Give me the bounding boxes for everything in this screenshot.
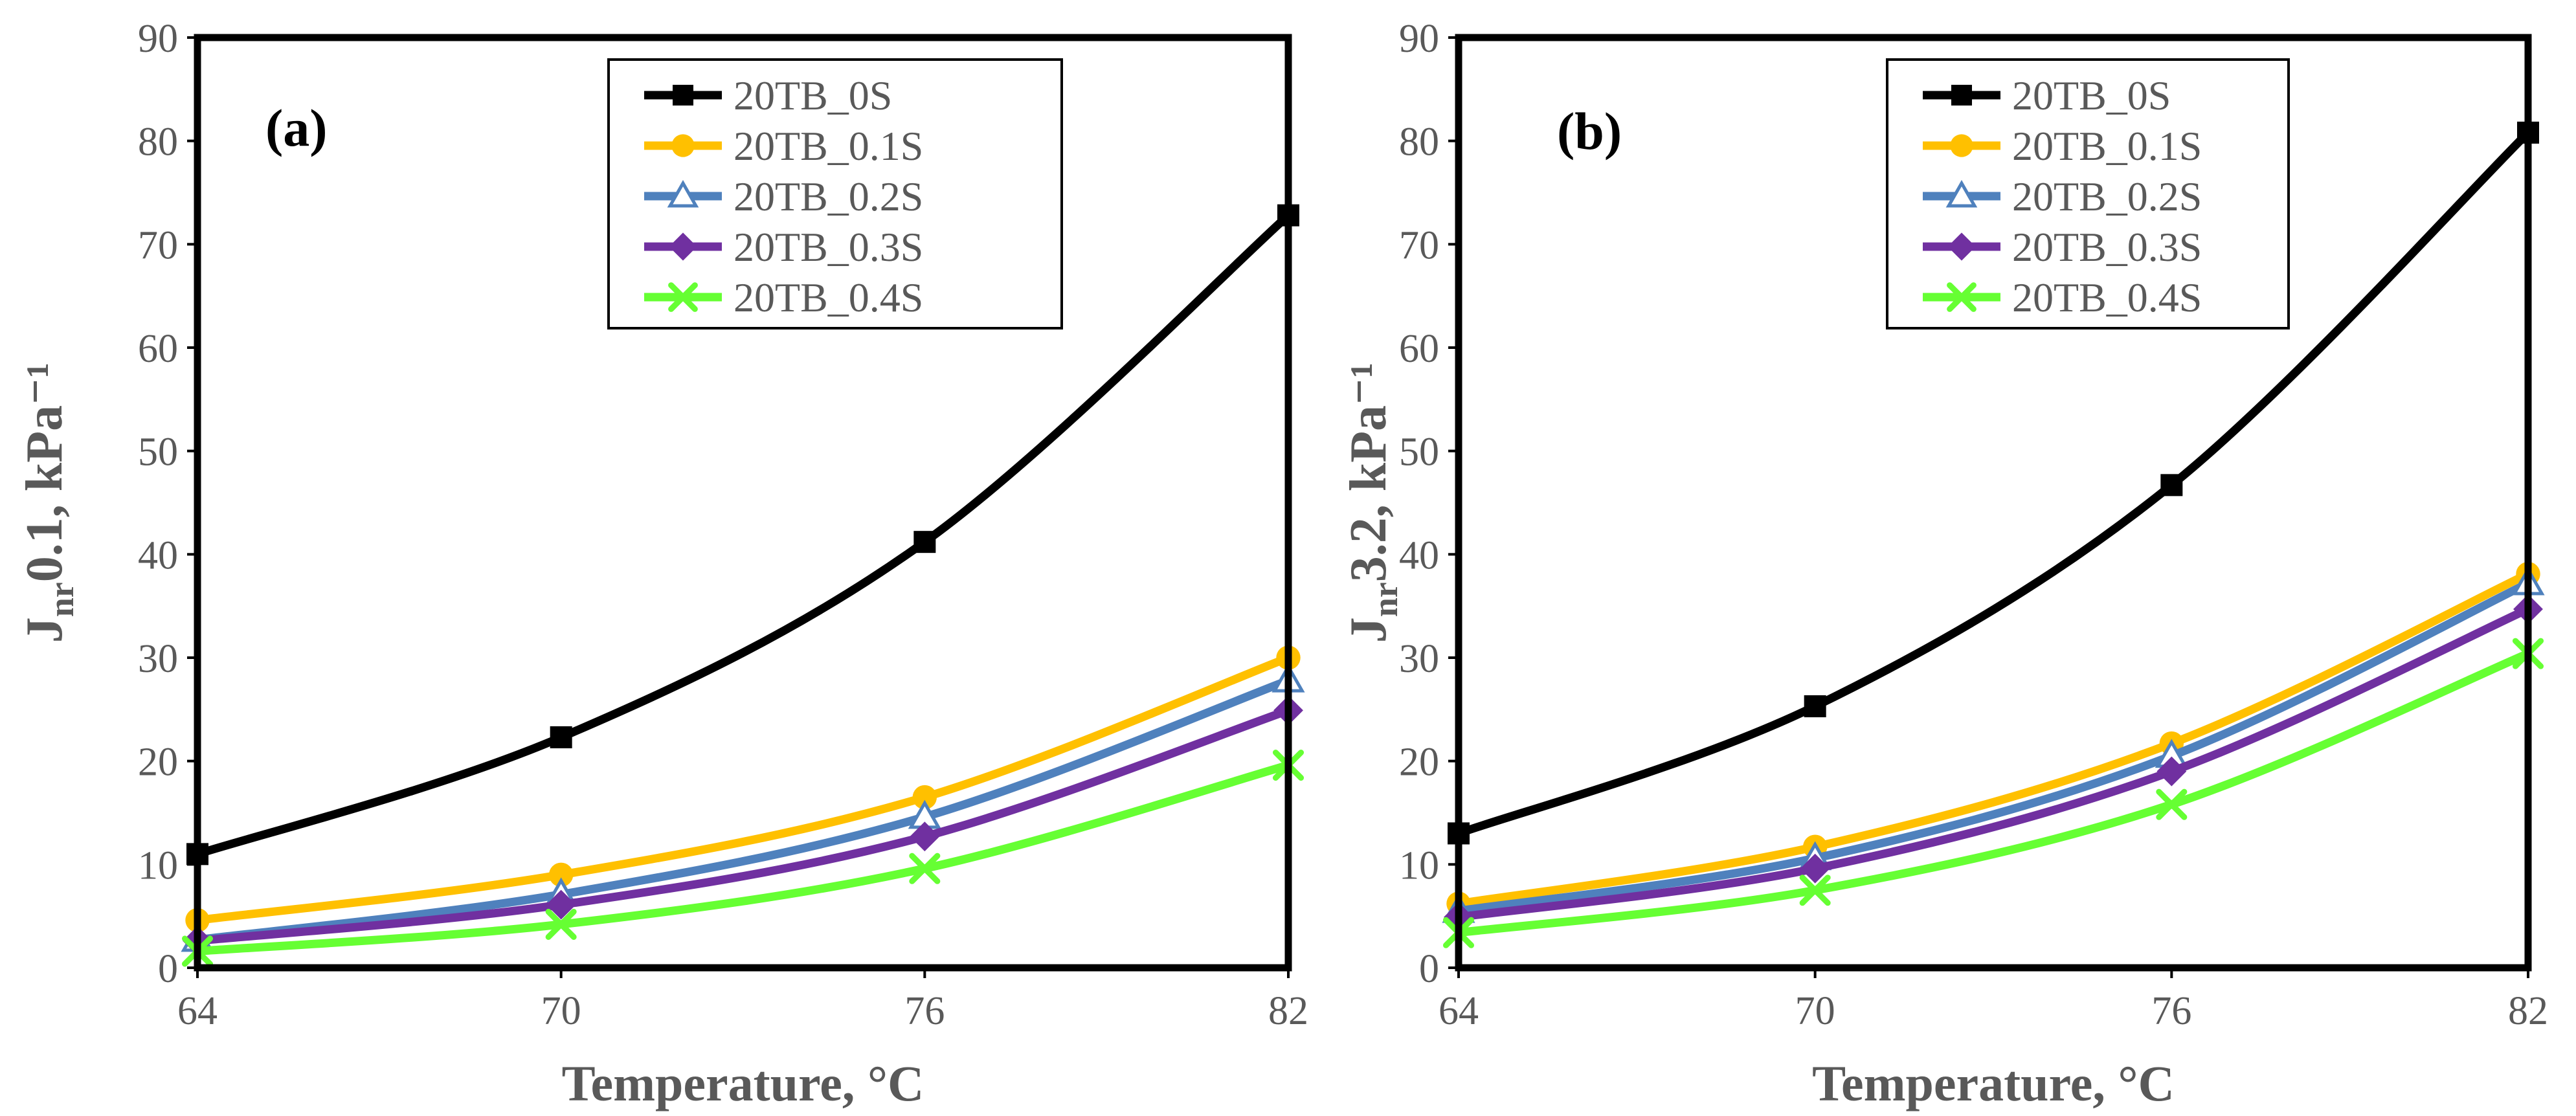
x-tick-label: 82 [2508, 989, 2548, 1033]
legend-entry-2: 20TB_0.2S [734, 173, 923, 219]
data-point-0 [550, 726, 572, 748]
legend-marker-2 [1945, 179, 1978, 208]
series-line-4 [1454, 649, 2533, 937]
series-line-0 [1454, 128, 2533, 838]
x-tick-label: 76 [2151, 989, 2191, 1033]
series-line-2 [1454, 579, 2533, 915]
y-tick-label: 40 [138, 533, 178, 577]
series-line-3 [1454, 605, 2533, 922]
data-point-3 [546, 889, 576, 920]
y-tick-label: 40 [1399, 533, 1439, 577]
data-point-0 [2160, 474, 2183, 497]
x-tick-label: 82 [1268, 989, 1308, 1033]
legend-entry-3: 20TB_0.3S [2012, 224, 2202, 270]
y-tick-label: 10 [1399, 843, 1439, 887]
legend-entry-0: 20TB_0S [734, 73, 892, 118]
panel-label: (a) [265, 98, 328, 157]
x-tick-label: 64 [177, 989, 218, 1033]
legend-marker-4 [1947, 282, 1977, 312]
legend-entry-1: 20TB_0.1S [2012, 123, 2202, 169]
y-tick-label: 70 [1399, 223, 1439, 267]
y-tick-label: 30 [1399, 637, 1439, 681]
x-tick-label: 64 [1439, 989, 1479, 1033]
series-line-0 [193, 211, 1293, 858]
legend-entry-0: 20TB_0S [2012, 73, 2171, 118]
legend-marker-1 [671, 134, 695, 157]
y-tick-label: 20 [138, 741, 178, 785]
legend-marker-1 [1950, 134, 1973, 157]
y-axis-label: Jnr0.1, kPa⁻¹ [16, 363, 81, 643]
data-point-3 [1800, 853, 1830, 884]
data-point-0 [1804, 695, 1826, 718]
series-line-1 [1454, 570, 2533, 908]
legend-entry-2: 20TB_0.2S [2012, 173, 2202, 219]
legend-marker-3 [669, 232, 697, 261]
y-tick-label: 0 [158, 947, 178, 991]
x-tick-label: 70 [541, 989, 581, 1033]
data-point-4 [909, 853, 941, 884]
legend-entry-1: 20TB_0.1S [734, 123, 923, 169]
y-tick-label: 80 [138, 120, 178, 164]
legend-entry-4: 20TB_0.4S [734, 274, 923, 320]
legend-marker-3 [1947, 232, 1976, 261]
data-point-4 [1799, 875, 1831, 906]
y-tick-label: 80 [1399, 120, 1439, 164]
data-point-1 [548, 862, 574, 887]
data-point-3 [2156, 756, 2187, 787]
data-point-4 [545, 908, 577, 940]
legend-marker-0 [1951, 85, 1972, 106]
y-tick-label: 50 [1399, 430, 1439, 474]
y-axis-label: Jnr3.2, kPa⁻¹ [1340, 363, 1405, 643]
panel-label: (b) [1557, 102, 1622, 161]
y-tick-label: 60 [138, 327, 178, 371]
y-tick-label: 70 [138, 223, 178, 267]
y-tick-label: 30 [138, 637, 178, 681]
x-tick-label: 76 [904, 989, 945, 1033]
series-line-1 [193, 653, 1293, 925]
y-tick-label: 10 [138, 843, 178, 887]
y-tick-label: 90 [1399, 17, 1439, 61]
y-tick-label: 90 [138, 17, 178, 61]
data-point-1 [912, 785, 937, 810]
x-axis-label: Temperature, °C [562, 1055, 924, 1111]
legend-marker-0 [673, 85, 693, 106]
data-point-3 [910, 821, 940, 852]
x-axis-label: Temperature, °C [1812, 1055, 2175, 1111]
legend-entry-3: 20TB_0.3S [734, 224, 923, 270]
series-line-2 [193, 676, 1293, 944]
y-tick-label: 20 [1399, 741, 1439, 785]
plot-frame [194, 34, 1292, 972]
y-tick-label: 50 [138, 430, 178, 474]
legend-marker-4 [668, 282, 698, 312]
y-tick-label: 0 [1419, 947, 1439, 991]
series-line-4 [193, 761, 1293, 955]
plot-frame [1455, 34, 2532, 972]
data-point-4 [2156, 788, 2188, 820]
series-line-3 [193, 706, 1293, 945]
data-point-0 [913, 531, 936, 553]
y-tick-label: 60 [1399, 327, 1439, 371]
legend-entry-4: 20TB_0.4S [2012, 274, 2202, 320]
legend-marker-2 [667, 179, 699, 208]
x-tick-label: 70 [1795, 989, 1835, 1033]
